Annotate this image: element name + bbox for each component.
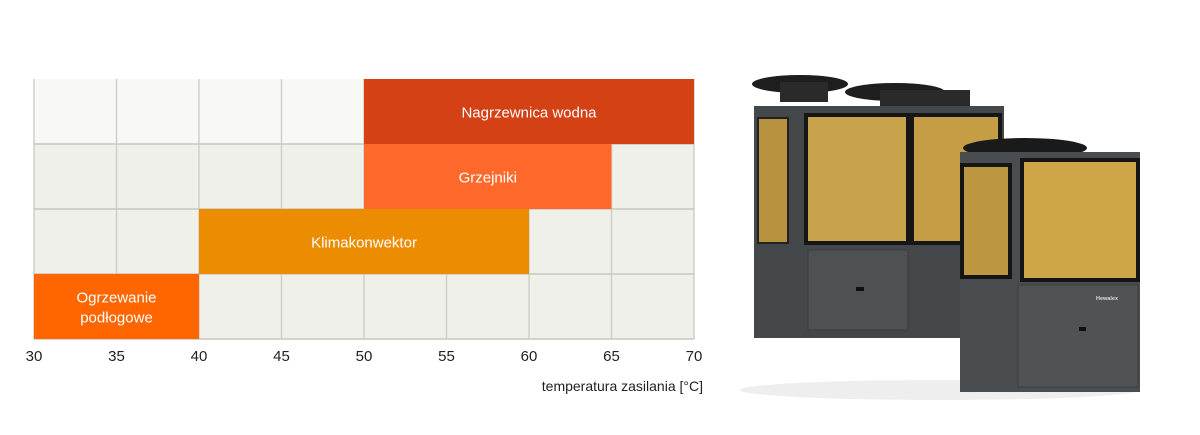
x-tick-label: 50	[356, 348, 373, 365]
x-tick-label: 60	[521, 348, 538, 365]
x-tick-label: 45	[273, 348, 290, 365]
brand-logo: Hewalex	[1096, 296, 1119, 302]
bar-grzejniki	[364, 144, 612, 209]
bar-label: Nagrzewnica wodna	[461, 105, 597, 122]
bar-nagrzewnica-wodna	[364, 79, 694, 144]
heat-pump-product-image: Hewalex	[740, 75, 1140, 400]
x-axis-label: temperatura zasilania [°C]	[542, 378, 703, 394]
x-tick-label: 55	[438, 348, 455, 365]
bar-label: Grzejniki	[459, 170, 517, 187]
x-tick-label: 30	[26, 348, 43, 365]
x-tick-label: 40	[191, 348, 208, 365]
x-tick-label: 35	[108, 348, 125, 365]
bar-label: Ogrzewanie	[76, 290, 156, 307]
x-tick-label: 70	[686, 348, 703, 365]
x-tick-label: 65	[603, 348, 620, 365]
temperature-range-chart: Nagrzewnica wodna Grzejniki Klimakonwektor…	[26, 79, 703, 394]
bar-klimakonwektor	[199, 209, 529, 274]
bar-label: podłogowe	[80, 310, 153, 327]
bar-label: Klimakonwektor	[311, 235, 417, 252]
bar-ogrzewanie-podłogowe	[34, 274, 199, 339]
small-heat-pump-unit: Hewalex	[960, 138, 1140, 392]
